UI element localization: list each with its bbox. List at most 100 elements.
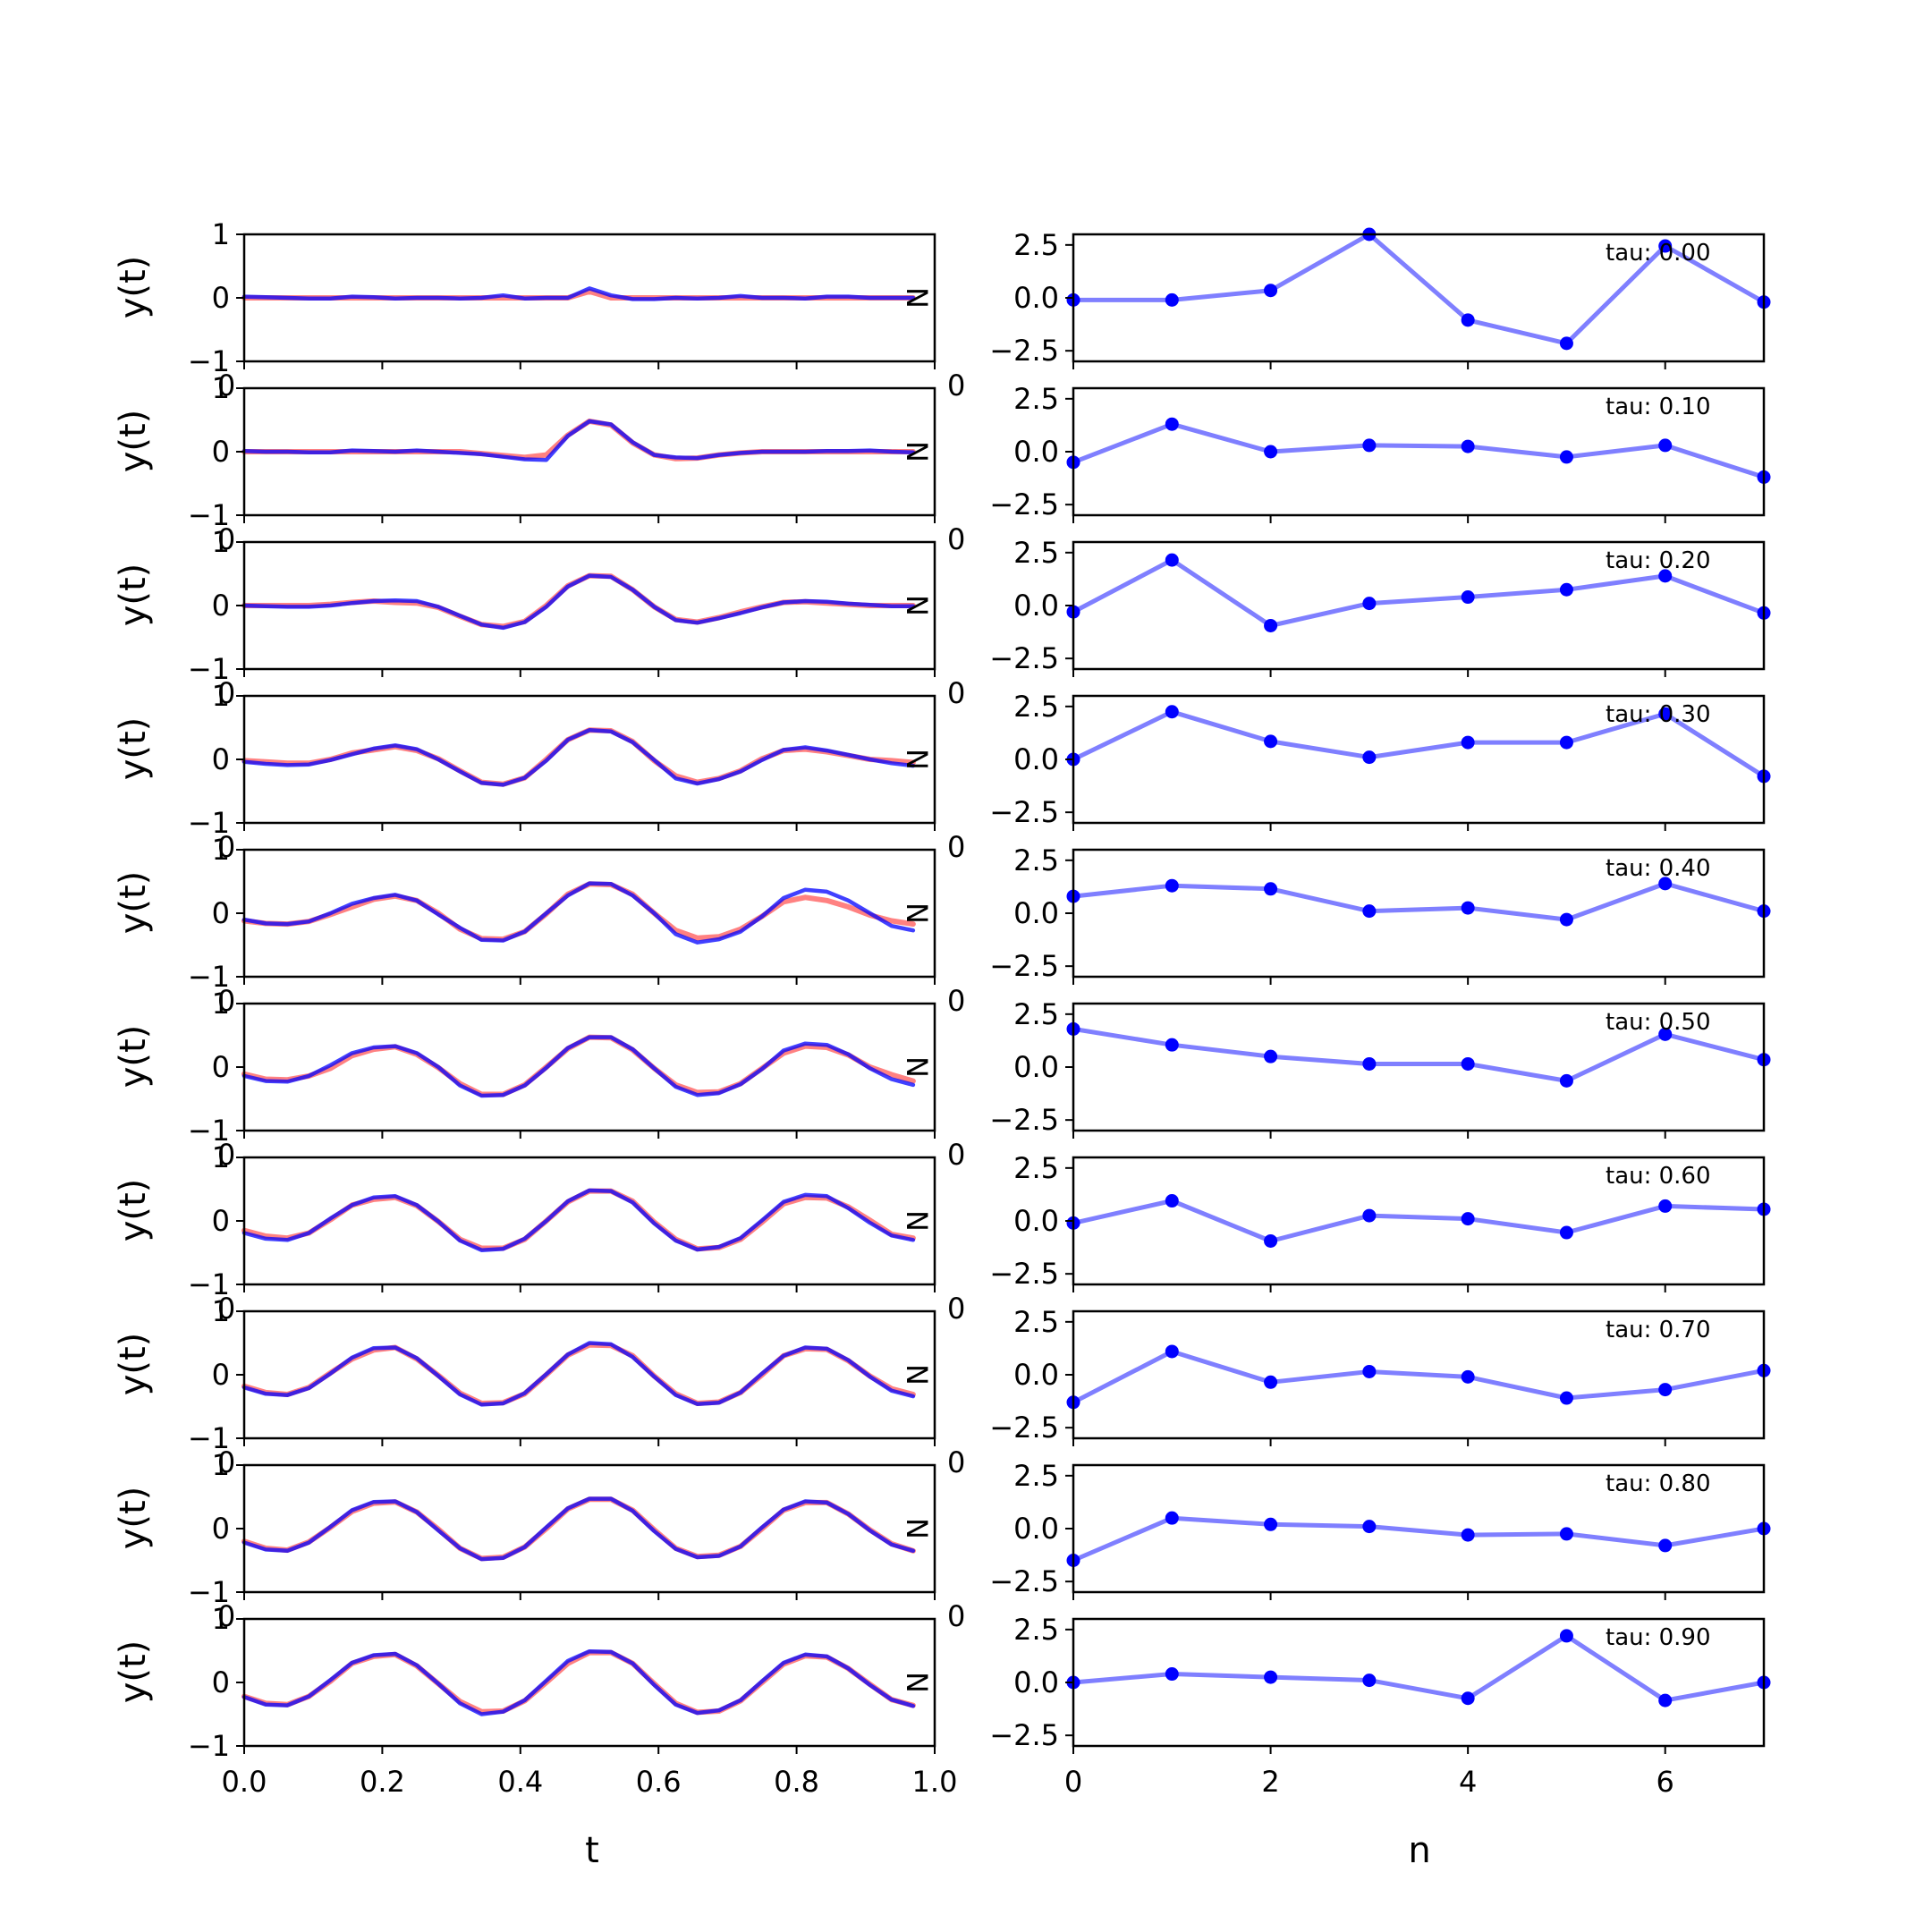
signal-y-tick-label: 1	[212, 987, 230, 1021]
tau-label: tau: 0.10	[1606, 394, 1711, 420]
signal-x-tick-label-overflow: 0	[217, 984, 235, 1018]
signal-x-tick-label-overflow: 0	[947, 522, 965, 556]
coefficient-point	[1461, 1369, 1475, 1384]
signal-panel: 10−10 0y(t) N	[113, 679, 965, 864]
coefficient-point	[1362, 750, 1377, 765]
coefficient-y-tick-label: 2.5	[1013, 1151, 1059, 1185]
coefficient-point	[1264, 1049, 1278, 1063]
signal-end-label: N	[900, 1210, 934, 1232]
signal-end-label: N	[900, 902, 934, 924]
signal-y-tick-label: 0	[212, 742, 230, 776]
signal-panel: 10−10 0y(t) N	[113, 1294, 965, 1479]
coefficient-y-tick-label: −2.5	[989, 1718, 1059, 1752]
coefficient-point	[1362, 438, 1377, 453]
coefficient-y-tick-label: −2.5	[989, 1103, 1059, 1137]
signal-y-tick-label: −1	[188, 1114, 230, 1148]
coefficient-point	[1264, 882, 1278, 896]
signal-y-axis-label: y(t)	[113, 256, 154, 319]
signal-y-tick-label: 0	[212, 1204, 230, 1238]
coefficient-y-tick-label: 0.0	[1013, 1665, 1059, 1699]
coefficient-point	[1658, 1383, 1673, 1397]
signal-end-label: N	[900, 749, 934, 770]
coefficient-y-tick-label: −2.5	[989, 795, 1059, 829]
signal-y-tick-label: −1	[188, 652, 230, 686]
coefficient-line	[1072, 1349, 1765, 1405]
right-x-axis-label: n	[1408, 1830, 1430, 1871]
coefficient-point	[1461, 439, 1475, 453]
coefficient-line	[1072, 557, 1765, 628]
signal-panel: 10−10 0y(t) N	[113, 371, 965, 556]
coefficient-line	[1072, 881, 1765, 922]
coefficient-point	[1461, 1691, 1475, 1706]
signal-fit-line	[242, 419, 916, 462]
coefficient-point	[1658, 707, 1673, 721]
coefficient-y-tick-label: −2.5	[989, 1411, 1059, 1445]
signal-y-tick-label: −1	[188, 1729, 230, 1763]
signal-end-label: N	[900, 1672, 934, 1693]
signal-y-tick-label: 0	[212, 1665, 230, 1699]
coefficient-point	[1165, 1194, 1179, 1208]
coefficient-point	[1264, 1233, 1278, 1248]
signal-fit-line	[242, 1341, 916, 1407]
coefficient-y-tick-label: 2.5	[1013, 536, 1059, 570]
signal-fit-line	[242, 1188, 916, 1252]
signal-panel: 10−10 0y(t) N	[113, 217, 965, 402]
coefficient-y-tick-label: −2.5	[989, 487, 1059, 521]
signal-y-axis-label: y(t)	[113, 871, 154, 935]
signal-y-tick-label: 1	[212, 1294, 230, 1328]
signal-panel: 10−10 0y(t) N	[113, 525, 965, 710]
signal-panel: 10−10 0y(t) N	[113, 1140, 965, 1326]
coefficient-point	[1658, 239, 1673, 253]
coefficient-point	[1362, 1364, 1377, 1378]
signal-x-tick-label-overflow: 0	[217, 1445, 235, 1479]
signal-y-tick-label: 0	[212, 281, 230, 315]
signal-panel: 10−10 0y(t) N	[113, 987, 965, 1172]
coefficient-line	[1072, 1026, 1765, 1083]
signal-y-axis-label: y(t)	[113, 564, 154, 627]
coefficient-point	[1362, 1674, 1377, 1688]
signal-fit-line	[242, 728, 916, 787]
coefficient-point	[1461, 590, 1475, 605]
signal-fit-line	[242, 881, 916, 945]
signal-x-tick-label: 0.6	[636, 1765, 682, 1799]
coefficient-point	[1559, 336, 1573, 351]
signal-y-tick-label: 1	[212, 217, 230, 251]
signal-fit-line	[242, 1496, 916, 1562]
signal-x-tick-label-overflow: 0	[947, 1292, 965, 1326]
coefficient-x-tick-label: 0	[1064, 1765, 1082, 1799]
signal-y-axis-label: y(t)	[113, 717, 154, 781]
coefficient-line	[1072, 1633, 1765, 1703]
coefficient-point	[1461, 1528, 1475, 1542]
coefficient-y-tick-label: 2.5	[1013, 690, 1059, 724]
coefficient-line	[1072, 1515, 1765, 1563]
coefficient-point	[1658, 569, 1673, 583]
coefficient-panel: 2.5 0.0 −2.5 tau: 0.30	[989, 690, 1771, 831]
tau-label: tau: 0.40	[1606, 855, 1711, 882]
signal-fit-line	[242, 286, 916, 301]
coefficient-point	[1559, 1391, 1573, 1405]
signal-y-tick-label: −1	[188, 960, 230, 994]
signal-x-tick-label-overflow: 0	[217, 522, 235, 556]
coefficient-line	[1072, 421, 1765, 479]
coefficient-point	[1165, 1038, 1179, 1052]
coefficient-point	[1165, 1344, 1179, 1359]
coefficient-point	[1461, 1056, 1475, 1071]
coefficient-point	[1559, 1073, 1573, 1088]
signal-y-tick-label: 1	[212, 1448, 230, 1482]
signal-y-tick-label: −1	[188, 1575, 230, 1609]
signal-y-tick-label: −1	[188, 498, 230, 532]
coefficient-panel: 2.5 0.0 −2.5 tau: 0.00	[989, 227, 1771, 369]
coefficient-point	[1264, 618, 1278, 632]
coefficient-point	[1658, 438, 1673, 453]
signal-end-label: N	[900, 1056, 934, 1078]
coefficient-point	[1461, 1212, 1475, 1226]
signal-x-tick-label-overflow: 0	[217, 676, 235, 710]
signal-x-tick-label-overflow: 0	[217, 369, 235, 402]
coefficient-point	[1264, 284, 1278, 298]
tau-label: tau: 0.90	[1606, 1624, 1711, 1651]
tau-label: tau: 0.70	[1606, 1317, 1711, 1343]
coefficient-y-tick-label: −2.5	[989, 949, 1059, 983]
signal-end-label: N	[900, 1364, 934, 1385]
coefficient-point	[1559, 1527, 1573, 1541]
signal-fit-line	[242, 573, 916, 631]
